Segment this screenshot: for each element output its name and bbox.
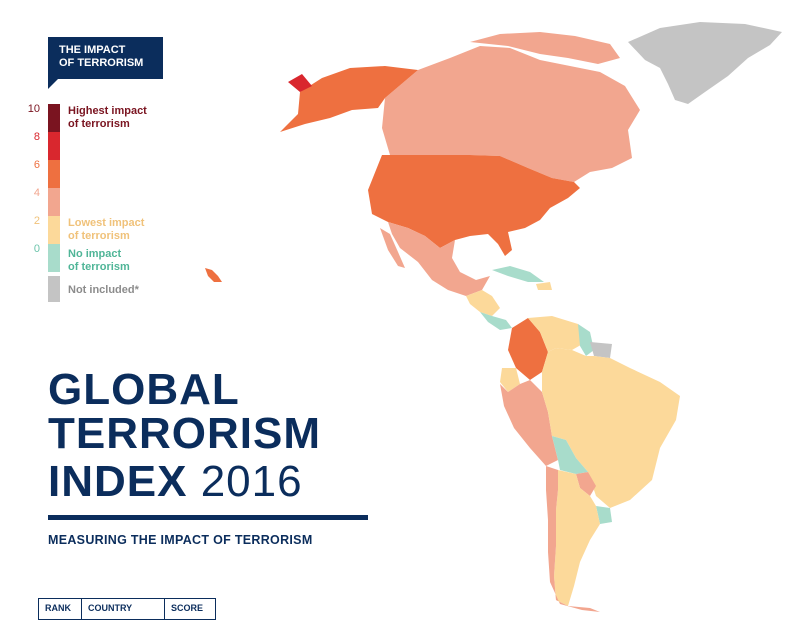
- uruguay: [596, 506, 612, 524]
- legend-none-label: No impact of terrorism: [68, 248, 130, 273]
- legend-swatch-2: [48, 216, 60, 244]
- legend-lowest-label: Lowest impact of terrorism: [68, 217, 145, 242]
- legend-swatch-4: [48, 188, 60, 216]
- legend-swatch-0: [48, 244, 60, 272]
- ecuador: [500, 368, 520, 392]
- col-country: COUNTRY: [82, 599, 165, 619]
- colombia: [508, 318, 548, 380]
- greenland: [628, 22, 782, 104]
- argentina: [554, 470, 600, 606]
- legend-title-line1: THE IMPACT: [59, 44, 126, 56]
- title-line1: GLOBAL: [48, 365, 240, 414]
- title-index: INDEX: [48, 457, 188, 506]
- canada: [382, 46, 640, 182]
- cuba: [492, 266, 544, 282]
- legend-swatch-6: [48, 160, 60, 188]
- legend-tick-6: 6: [33, 159, 40, 171]
- title-year: 2016: [187, 457, 303, 506]
- costa-rica-panama: [480, 312, 512, 330]
- legend-title-line2: OF TERRORISM: [59, 57, 144, 69]
- guyana: [578, 324, 594, 356]
- legend-tick-0: 0: [33, 243, 40, 255]
- legend-tick-4: 4: [33, 187, 40, 199]
- legend-swatch-10: [48, 104, 60, 132]
- subtitle: MEASURING THE IMPACT OF TERRORISM: [48, 533, 313, 547]
- legend-highest-label: Highest impact of terrorism: [68, 105, 147, 130]
- legend-title: THE IMPACT OF TERRORISM: [48, 37, 163, 79]
- legend-not-included-label: Not included*: [68, 284, 139, 296]
- col-rank: RANK: [39, 599, 82, 619]
- baja-california: [380, 228, 405, 268]
- legend-swatch-not-included: [48, 276, 60, 302]
- caribbean-islands: [536, 282, 552, 290]
- venezuela: [528, 316, 586, 352]
- canada-arctic-islands: [470, 32, 620, 64]
- alaska: [280, 66, 418, 132]
- suriname-french-guiana: [590, 342, 612, 358]
- title-line3: INDEX 2016: [48, 460, 303, 504]
- legend-tick-10: 10: [27, 103, 40, 115]
- title-line2: TERRORISM: [48, 409, 321, 458]
- legend-title-tail: [48, 79, 58, 89]
- chile: [546, 466, 600, 612]
- hawaii: [205, 268, 222, 282]
- brazil: [542, 348, 680, 508]
- bolivia: [552, 436, 588, 474]
- title-rule: [48, 515, 368, 520]
- paraguay: [576, 472, 596, 496]
- legend-tick-2: 2: [33, 215, 40, 227]
- ranking-table-header: RANK COUNTRY SCORE: [38, 598, 216, 620]
- central-america: [466, 290, 500, 316]
- col-score: SCORE: [171, 603, 204, 613]
- legend-swatch-8: [48, 132, 60, 160]
- united-states: [368, 155, 580, 256]
- peru: [500, 380, 558, 466]
- mexico: [388, 222, 490, 296]
- legend-tick-8: 8: [33, 131, 40, 143]
- alaska-island-high: [288, 74, 312, 92]
